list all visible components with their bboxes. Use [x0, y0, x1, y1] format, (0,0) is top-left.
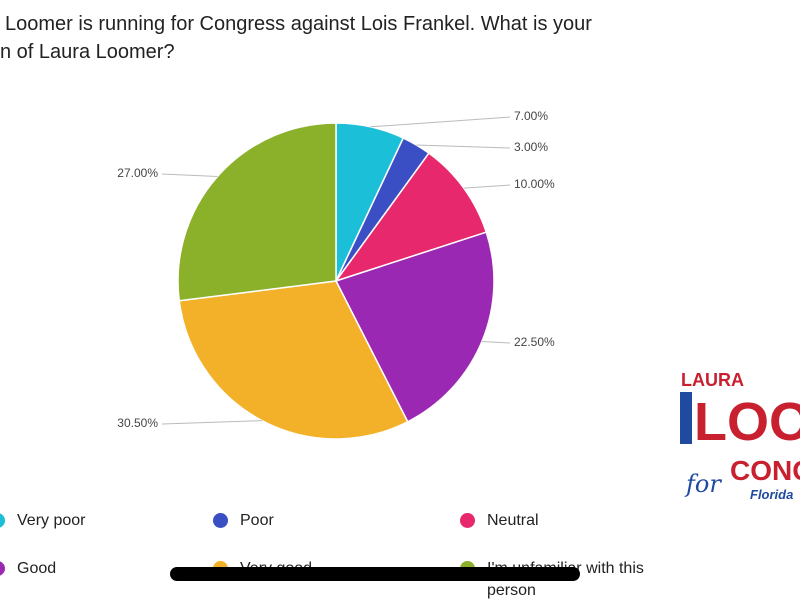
- logo-flag: [680, 392, 692, 444]
- logo-text: CONG: [730, 455, 800, 486]
- legend-label: Poor: [240, 512, 274, 529]
- pie-slice: [177, 122, 337, 302]
- data-label: 10.00%: [514, 177, 555, 191]
- logo-text: for: [684, 470, 722, 498]
- redaction-bar: [170, 567, 580, 581]
- legend-marker: [0, 561, 5, 576]
- legend-label: Neutral: [487, 512, 539, 529]
- leader-line: [161, 420, 263, 425]
- logo-text: Florida: [750, 487, 793, 502]
- logo-text: LAURA: [681, 370, 744, 390]
- leader-line: [416, 144, 511, 149]
- pie-slice: [334, 231, 495, 423]
- data-label: 22.50%: [514, 335, 555, 349]
- legend-marker: [213, 513, 228, 528]
- data-label: 27.00%: [117, 166, 158, 180]
- pie-slice: [178, 280, 409, 440]
- chart-title: Loomer is running for Congress against L…: [5, 13, 592, 35]
- leader-line: [481, 340, 511, 344]
- data-label: 3.00%: [514, 140, 548, 154]
- data-label: 30.50%: [117, 416, 158, 430]
- legend-marker: [0, 513, 5, 528]
- legend-label: Good: [17, 560, 57, 577]
- leader-line: [463, 184, 511, 189]
- leader-line: [161, 173, 218, 178]
- logo-text: LOOM: [694, 392, 800, 452]
- legend-marker: [460, 513, 475, 528]
- data-label: 7.00%: [514, 109, 548, 123]
- legend-label: Very poor: [17, 512, 86, 529]
- logo: LAURA LOOM for CONG Florida: [680, 370, 800, 502]
- leader-line: [370, 116, 511, 128]
- chart-title: n of Laura Loomer?: [0, 41, 175, 63]
